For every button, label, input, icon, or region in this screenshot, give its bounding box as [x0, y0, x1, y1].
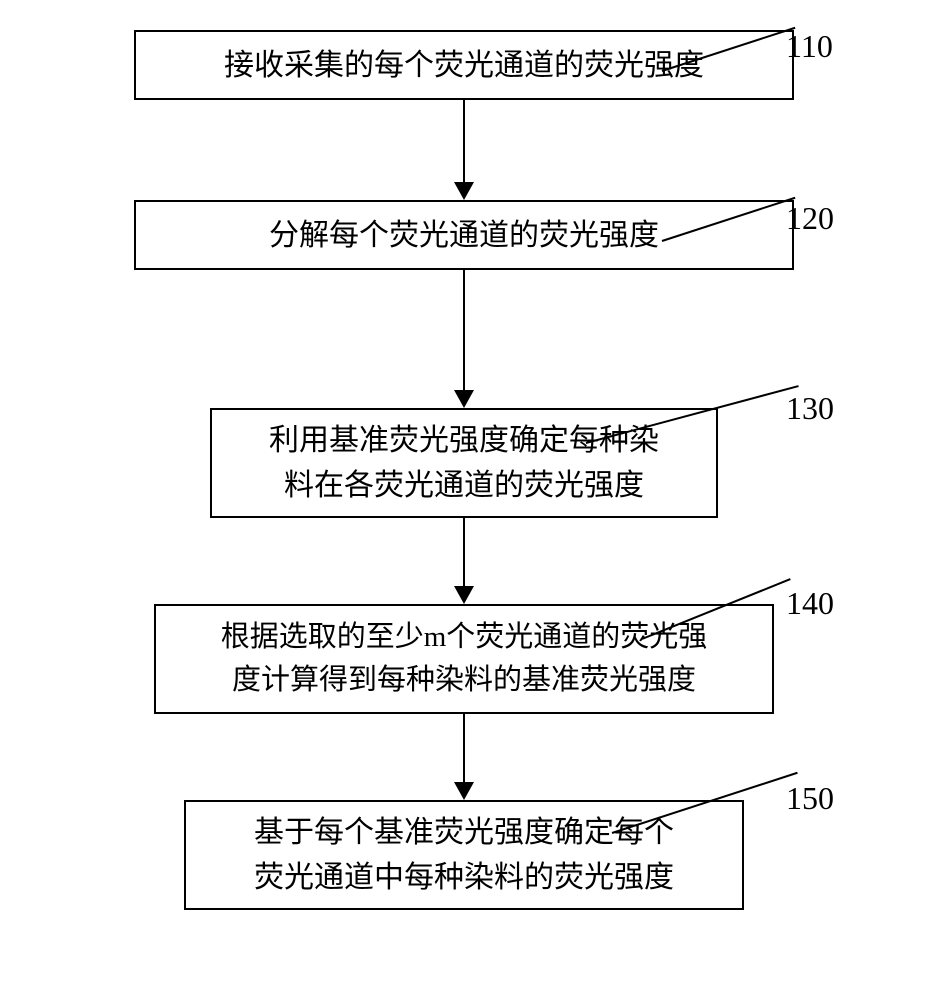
- flow-arrow: [80, 270, 848, 408]
- arrow-head-icon: [454, 586, 474, 604]
- arrow-line: [463, 100, 465, 182]
- flow-arrow: [80, 714, 848, 800]
- flow-step-step3: 利用基准荧光强度确定每种染 料在各荧光通道的荧光强度: [210, 408, 718, 518]
- arrow-line: [463, 518, 465, 586]
- step-text: 基于每个基准荧光强度确定每个 荧光通道中每种染料的荧光强度: [254, 810, 674, 900]
- step-label-140: 140: [786, 585, 834, 622]
- arrow-line: [463, 714, 465, 782]
- step-text: 利用基准荧光强度确定每种染 料在各荧光通道的荧光强度: [269, 418, 659, 508]
- flow-arrow: [80, 518, 848, 604]
- step-text: 接收采集的每个荧光通道的荧光强度: [224, 43, 704, 88]
- flow-step-step2: 分解每个荧光通道的荧光强度: [134, 200, 794, 270]
- arrow-head-icon: [454, 782, 474, 800]
- step-text: 分解每个荧光通道的荧光强度: [269, 213, 659, 258]
- flow-step-step1: 接收采集的每个荧光通道的荧光强度: [134, 30, 794, 100]
- step-label-120: 120: [786, 200, 834, 237]
- step-label-150: 150: [786, 780, 834, 817]
- flow-step-step4: 根据选取的至少m个荧光通道的荧光强 度计算得到每种染料的基准荧光强度: [154, 604, 774, 714]
- flow-arrow: [80, 100, 848, 200]
- arrow-line: [463, 270, 465, 390]
- step-label-110: 110: [786, 28, 833, 65]
- flowchart-container: 接收采集的每个荧光通道的荧光强度分解每个荧光通道的荧光强度利用基准荧光强度确定每…: [80, 30, 848, 910]
- step-text: 根据选取的至少m个荧光通道的荧光强 度计算得到每种染料的基准荧光强度: [221, 616, 708, 703]
- arrow-head-icon: [454, 390, 474, 408]
- step-label-130: 130: [786, 390, 834, 427]
- arrow-head-icon: [454, 182, 474, 200]
